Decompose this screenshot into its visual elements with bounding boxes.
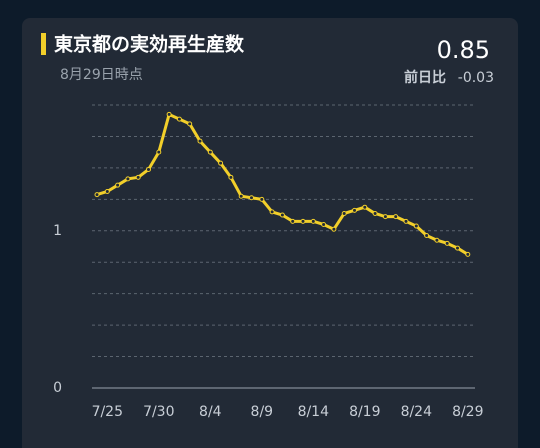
- point: [207, 149, 213, 155]
- point: [135, 174, 141, 180]
- subtitle: 8月29日時点: [60, 67, 143, 83]
- y-tick-label: 0: [53, 380, 62, 396]
- point: [341, 210, 347, 216]
- point: [218, 160, 224, 166]
- point: [269, 209, 275, 215]
- point: [115, 182, 121, 188]
- chart-title: 東京都の実効再生産数: [54, 33, 245, 56]
- point: [321, 221, 327, 227]
- point: [331, 226, 337, 232]
- point: [465, 251, 471, 257]
- point: [362, 204, 368, 210]
- x-tick-label: 8/4: [199, 404, 222, 420]
- point: [300, 218, 306, 224]
- point: [310, 218, 316, 224]
- point: [197, 138, 203, 144]
- point: [290, 218, 296, 224]
- point: [166, 111, 172, 117]
- title-accent: [41, 33, 46, 55]
- point: [413, 223, 419, 229]
- change-label: 前日比: [404, 69, 446, 86]
- point: [434, 237, 440, 243]
- point: [156, 149, 162, 155]
- y-tick-label: 1: [53, 223, 62, 239]
- point: [382, 214, 388, 220]
- point: [424, 232, 430, 238]
- point: [455, 245, 460, 251]
- latest-value: 0.85: [437, 36, 490, 64]
- point: [94, 192, 100, 198]
- x-tick-label: 8/14: [298, 404, 330, 420]
- point: [104, 188, 110, 194]
- point: [125, 176, 131, 182]
- x-tick-label: 7/25: [92, 404, 123, 420]
- x-tick-label: 8/9: [251, 404, 274, 420]
- point: [279, 212, 285, 218]
- point: [146, 166, 151, 172]
- point: [403, 218, 409, 224]
- x-tick-label: 8/19: [349, 404, 380, 420]
- x-tick-label: 8/24: [401, 404, 433, 420]
- point: [249, 195, 254, 201]
- point: [352, 207, 357, 213]
- card: [22, 18, 518, 448]
- point: [228, 174, 234, 180]
- change-value: -0.03: [458, 70, 494, 86]
- point: [238, 193, 244, 199]
- point: [444, 240, 450, 246]
- point: [187, 121, 193, 127]
- point: [393, 214, 399, 220]
- point: [259, 196, 265, 202]
- x-tick-label: 8/29: [452, 404, 483, 420]
- point: [176, 116, 182, 122]
- x-tick-label: 7/30: [143, 404, 174, 420]
- point: [372, 210, 378, 216]
